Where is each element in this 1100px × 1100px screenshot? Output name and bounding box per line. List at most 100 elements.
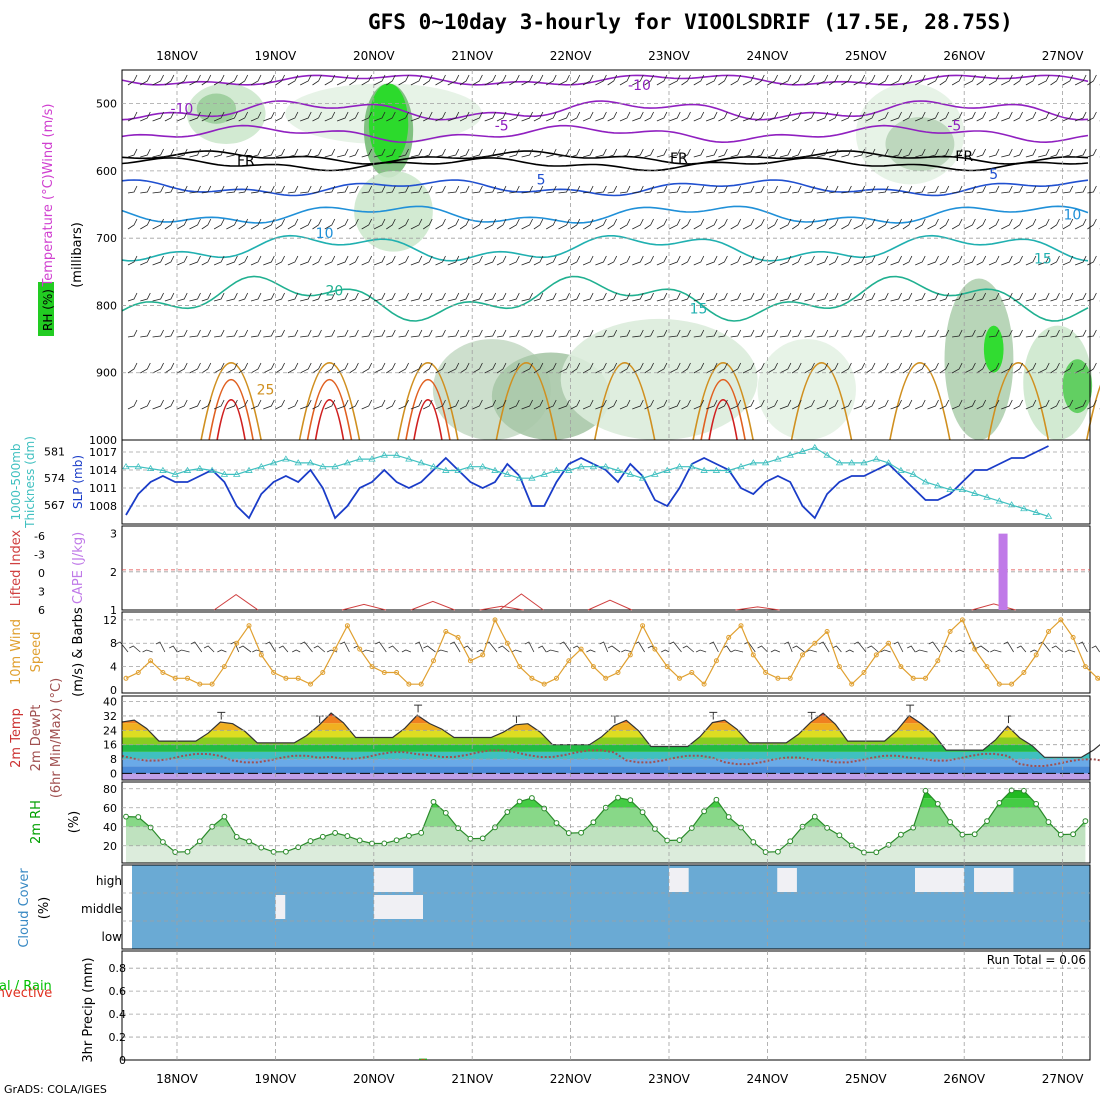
wind-barb bbox=[1087, 399, 1097, 410]
rh-marker bbox=[639, 809, 646, 816]
wind-barb bbox=[152, 185, 164, 194]
wind-barb bbox=[902, 148, 913, 158]
slp-ylabel-pressure: SLP (mb) bbox=[71, 455, 85, 509]
wind10-barb bbox=[770, 649, 781, 653]
wind-barb bbox=[386, 111, 396, 122]
lifted-index-peak bbox=[479, 605, 524, 611]
wind-barb bbox=[693, 399, 705, 410]
temp-bands bbox=[122, 713, 1090, 780]
warm-contour bbox=[208, 378, 254, 441]
rh-marker bbox=[221, 813, 228, 820]
wind-barb bbox=[927, 111, 939, 122]
wind-barb bbox=[263, 218, 275, 230]
wind-barb bbox=[521, 255, 533, 266]
wind-barb bbox=[361, 185, 373, 194]
wind-barb bbox=[509, 111, 520, 122]
temp-max-bar bbox=[1004, 715, 1013, 724]
cape-tick-label: 1 bbox=[110, 604, 117, 617]
wind10-speed-marker bbox=[972, 646, 978, 652]
wind-barb bbox=[595, 292, 607, 302]
wind-barb bbox=[484, 74, 497, 86]
wind10-speed-marker bbox=[677, 675, 682, 681]
thickness-marker bbox=[675, 462, 684, 470]
contour-label: 5 bbox=[989, 167, 998, 183]
rh-shading-region bbox=[368, 83, 409, 165]
wind-barb bbox=[767, 185, 778, 194]
thickness-marker bbox=[245, 466, 253, 473]
wind-barb bbox=[804, 292, 815, 302]
wind-barb bbox=[496, 362, 507, 374]
wind-barb bbox=[742, 218, 755, 230]
thickness-marker bbox=[946, 485, 954, 493]
wind-barb bbox=[964, 148, 976, 158]
wind-barb bbox=[509, 292, 520, 302]
wind-barb bbox=[878, 255, 889, 266]
wind-barb bbox=[570, 148, 581, 158]
wind-barb bbox=[558, 185, 570, 194]
rh-marker bbox=[467, 835, 474, 842]
wind-barb bbox=[742, 74, 755, 86]
wind10-speed-marker bbox=[418, 681, 424, 687]
wind-barb bbox=[865, 362, 876, 374]
wind-barb bbox=[164, 218, 175, 230]
rh-marker bbox=[196, 838, 203, 845]
wind10-barb bbox=[129, 645, 141, 653]
wind-barb bbox=[865, 255, 876, 266]
wind10-barb bbox=[818, 641, 830, 653]
wind-barb bbox=[472, 74, 483, 86]
wind-barb bbox=[484, 329, 497, 338]
wind-barb bbox=[177, 292, 188, 302]
wind-tick-label: 12 bbox=[103, 614, 117, 627]
wind-barb bbox=[791, 74, 802, 86]
thickness-marker bbox=[884, 459, 893, 466]
thickness-marker bbox=[269, 459, 278, 466]
wind-barb bbox=[1001, 148, 1013, 158]
wind-barb bbox=[410, 292, 423, 302]
rh-marker bbox=[258, 844, 265, 851]
wind-barb bbox=[755, 292, 765, 302]
wind-barb bbox=[730, 74, 742, 86]
wind-barb bbox=[152, 74, 164, 86]
rh-marker bbox=[615, 794, 621, 801]
wind10-barb bbox=[599, 641, 609, 653]
wind-barb bbox=[595, 362, 607, 374]
wind10-barb bbox=[1064, 649, 1076, 653]
wind10-speed-marker bbox=[652, 646, 658, 652]
wind-barb bbox=[189, 218, 201, 230]
pressure-tick-label: 500 bbox=[96, 98, 117, 111]
wind-barb bbox=[595, 185, 607, 194]
wind-barb bbox=[853, 255, 866, 266]
contour-label: 15 bbox=[690, 302, 708, 318]
rh-marker bbox=[381, 840, 388, 847]
rh-marker bbox=[971, 831, 978, 838]
wind-barb bbox=[964, 292, 976, 302]
temp-color-band bbox=[122, 730, 1090, 738]
wind-barb bbox=[521, 329, 533, 338]
wind-barb bbox=[460, 185, 470, 194]
wind-barb bbox=[558, 329, 570, 338]
wind-barb bbox=[816, 292, 829, 302]
wind10-barb bbox=[1016, 645, 1027, 653]
lifted-index-peak bbox=[735, 606, 780, 611]
wind-barb bbox=[546, 399, 557, 410]
thickness-marker bbox=[835, 459, 844, 466]
wind-barb bbox=[656, 111, 668, 122]
wind-barb bbox=[447, 148, 460, 158]
wind-barb bbox=[287, 185, 299, 194]
wind10-barb bbox=[757, 645, 768, 653]
wind-barb bbox=[189, 329, 201, 338]
wind-barb bbox=[324, 185, 336, 194]
wind-barb bbox=[213, 148, 225, 158]
wind-barb bbox=[337, 329, 349, 338]
thickness-marker bbox=[688, 462, 696, 470]
wind-barb bbox=[263, 74, 275, 86]
lifted-index-peak bbox=[213, 593, 259, 611]
rh-marker bbox=[442, 809, 449, 816]
wind10-barb bbox=[203, 645, 215, 653]
wind10-barb bbox=[586, 649, 596, 653]
wind-barb bbox=[238, 148, 249, 158]
wind-barb bbox=[398, 148, 409, 158]
temperature-contour bbox=[121, 124, 1089, 144]
wind-barb bbox=[1013, 399, 1023, 410]
date-label-bottom: 20NOV bbox=[353, 1072, 395, 1086]
